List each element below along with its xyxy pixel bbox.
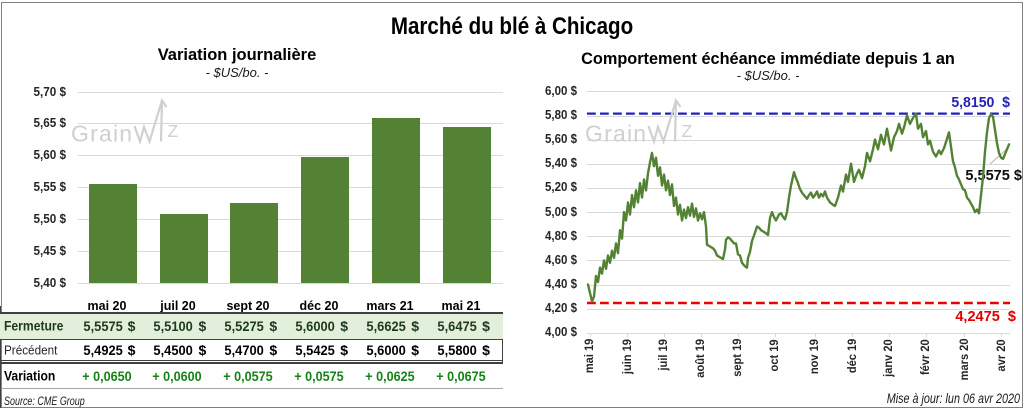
svg-text:Grain: Grain [585, 121, 647, 147]
svg-text:Z: Z [682, 121, 693, 141]
svg-text:Grain: Grain [71, 121, 133, 147]
svg-text:Z: Z [168, 121, 179, 141]
